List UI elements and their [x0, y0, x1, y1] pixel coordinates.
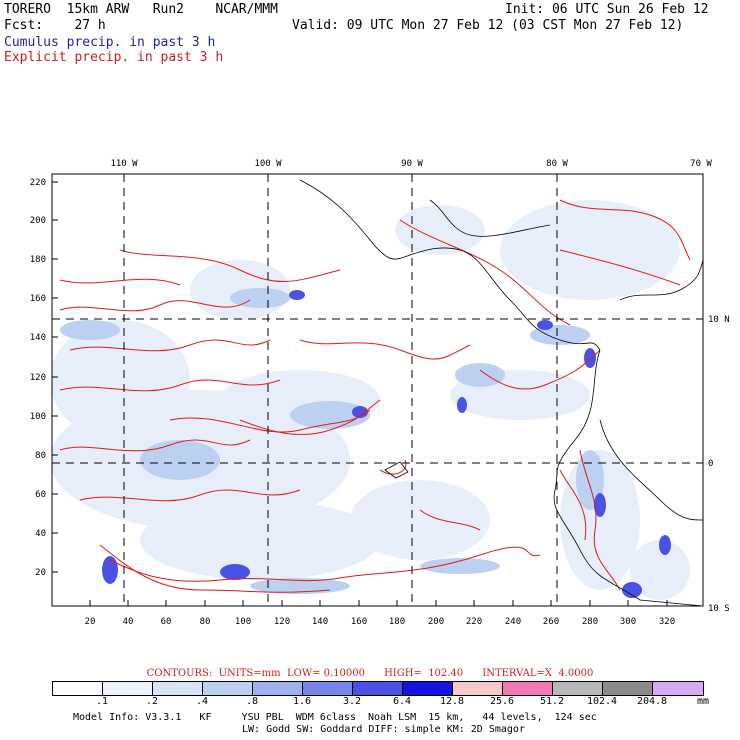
axis-ticks: [52, 181, 668, 606]
legend-swatch: [553, 682, 603, 695]
explicit-precip-contours: [59, 199, 691, 593]
grid-x-label: 160: [351, 617, 367, 627]
legend-label: 6.4: [392, 696, 412, 707]
legend-label: .8: [245, 696, 259, 707]
grid-x-label: 240: [505, 617, 521, 627]
grid-x-label: 20: [85, 617, 96, 627]
model-info-line1: Model Info: V3.3.1 KF YSU PBL WDM 6class…: [73, 712, 597, 723]
heavy-precip-shading: [102, 290, 671, 598]
legend-swatch: [503, 682, 553, 695]
grid-x-label: 320: [659, 617, 675, 627]
grid-y-label: 200: [30, 216, 46, 226]
lon-label: 110 W: [110, 159, 138, 169]
grid-x-label: 60: [161, 617, 172, 627]
legend-label: 12.8: [439, 696, 465, 707]
lat-label: 10 N: [708, 315, 730, 325]
lon-label: 90 W: [401, 159, 423, 169]
legend-swatch: [253, 682, 303, 695]
legend-label: 204.8: [636, 696, 668, 707]
legend-label: 3.2: [342, 696, 362, 707]
grid-x-label: 280: [582, 617, 598, 627]
grid-x-label: 220: [466, 617, 482, 627]
precip-map: 110 W 100 W 90 W 80 W 70 W 10 N 0 10 S 2…: [30, 159, 730, 627]
legend-swatch: [53, 682, 103, 695]
grid-y-label: 60: [35, 490, 46, 500]
coastlines: [299, 179, 703, 606]
grid-y-label: 20: [35, 568, 46, 578]
legend-swatch: [103, 682, 153, 695]
grid-y-label: 180: [30, 255, 46, 265]
legend-swatch: [203, 682, 253, 695]
grid-x-label: 100: [235, 617, 251, 627]
grid-x-label: 260: [543, 617, 559, 627]
legend-label: .4: [195, 696, 209, 707]
legend-label: .1: [95, 696, 109, 707]
grid-x-label: 40: [123, 617, 134, 627]
valid-time: Valid: 09 UTC Mon 27 Feb 12 (03 CST Mon …: [292, 18, 684, 33]
legend-label: 1.6: [292, 696, 312, 707]
legend-swatch: [603, 682, 653, 695]
precip-field: [52, 179, 703, 606]
lat-lon-grid: [52, 174, 703, 606]
legend-swatch: [403, 682, 453, 695]
lon-label: 70 W: [690, 159, 712, 169]
forecast-hour: Fcst: 27 h: [4, 18, 106, 33]
grid-y-label: 80: [35, 451, 46, 461]
legend-swatch: [303, 682, 353, 695]
legend-label: 51.2: [539, 696, 565, 707]
model-info-line2: LW: Godd SW: Goddard DIFF: simple KM: 2D…: [242, 724, 525, 735]
legend-labels: .1 .2 .4 .8 1.6 3.2 6.4 12.8 25.6 51.2 102.4 204.8: [52, 696, 712, 708]
grid-y-label: 120: [30, 373, 46, 383]
grid-y-label: 100: [30, 412, 46, 422]
grid-x-label: 200: [428, 617, 444, 627]
model-title: TORERO 15km ARW Run2 NCAR/MMM: [4, 2, 278, 17]
cumulus-precip-label: Cumulus precip. in past 3 h: [4, 35, 216, 50]
legend-swatch: [653, 682, 703, 695]
map-frame: [51, 173, 704, 607]
grid-y-label: 160: [30, 294, 46, 304]
legend-label: 102.4: [586, 696, 618, 707]
grid-x-label: 300: [620, 617, 636, 627]
legend-unit: mm: [697, 696, 710, 707]
lon-label: 100 W: [254, 159, 282, 169]
lat-label: 0: [708, 459, 713, 469]
explicit-precip-label: Explicit precip. in past 3 h: [4, 50, 224, 65]
grid-y-label: 220: [30, 178, 46, 188]
legend-label: 25.6: [489, 696, 515, 707]
grid-x-label: 120: [274, 617, 290, 627]
grid-x-label: 140: [312, 617, 328, 627]
init-time: Init: 06 UTC Sun 26 Feb 12: [505, 2, 709, 17]
legend-label: .2: [145, 696, 159, 707]
legend-swatch: [453, 682, 503, 695]
color-legend: [52, 681, 704, 696]
grid-x-label: 180: [389, 617, 405, 627]
legend-swatch: [353, 682, 403, 695]
grid-y-label: 40: [35, 529, 46, 539]
legend-swatch: [153, 682, 203, 695]
grid-y-label: 140: [30, 333, 46, 343]
grid-x-label: 80: [200, 617, 211, 627]
lon-label: 80 W: [546, 159, 568, 169]
contours-info: CONTOURS: UNITS=mm LOW= 0.10000 HIGH= 10…: [146, 668, 594, 679]
lat-label: 10 S: [708, 604, 730, 614]
